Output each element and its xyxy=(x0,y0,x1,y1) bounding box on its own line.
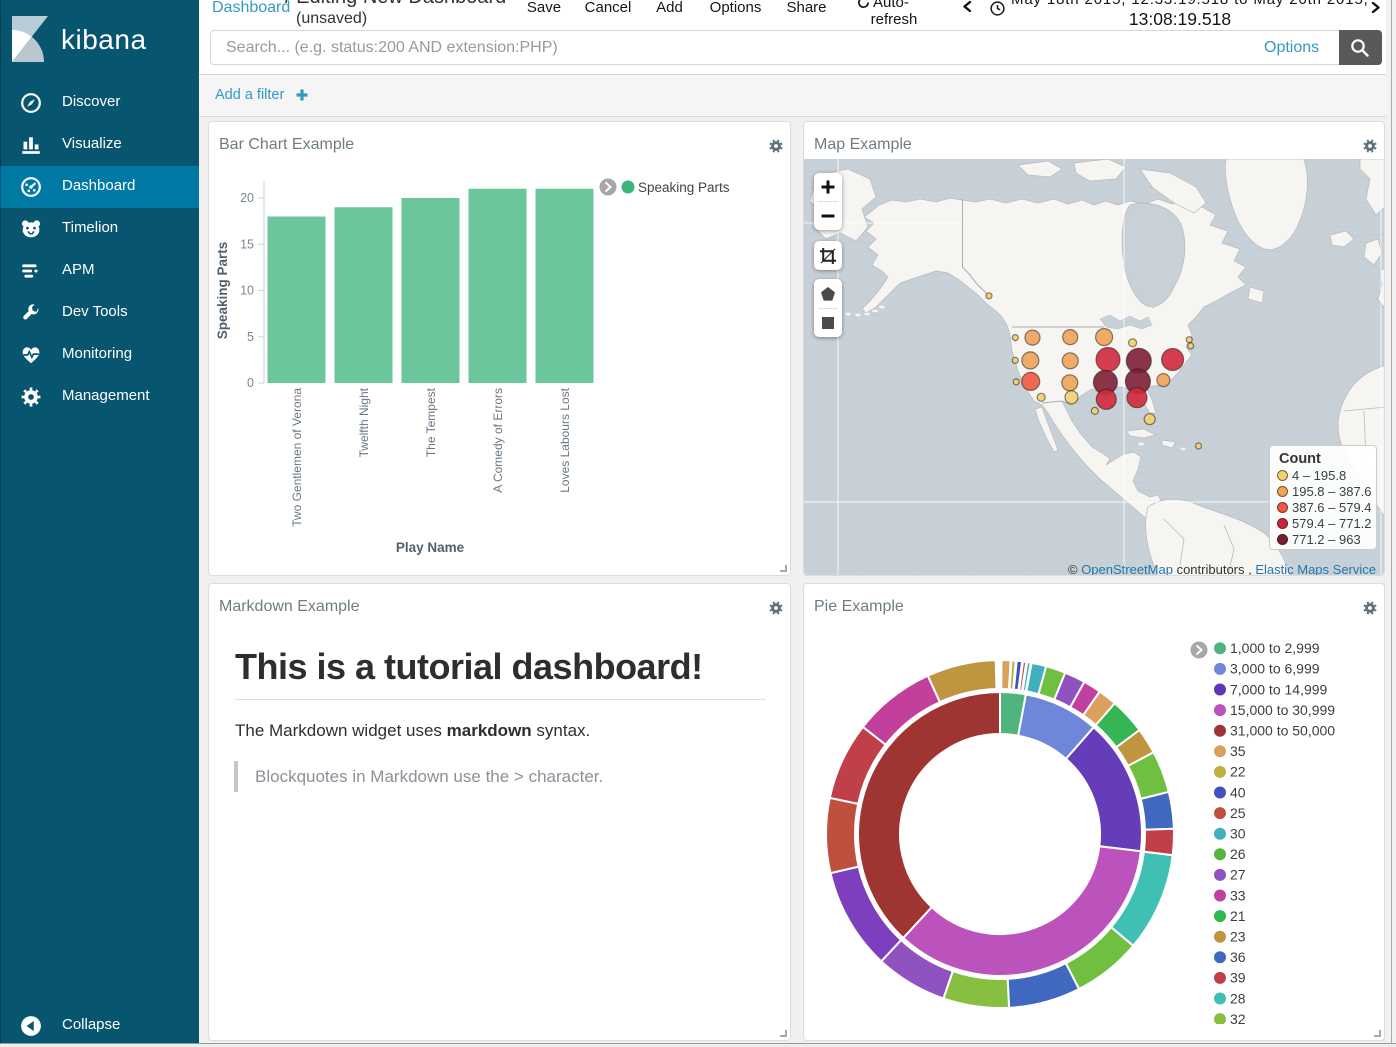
svg-text:Twelfth Night: Twelfth Night xyxy=(357,387,371,457)
svg-text:15,000 to 30,999: 15,000 to 30,999 xyxy=(1230,702,1335,718)
svg-text:32: 32 xyxy=(1230,1011,1246,1024)
svg-text:Loves Labours Lost: Loves Labours Lost xyxy=(558,387,572,492)
svg-text:1,000 to 2,999: 1,000 to 2,999 xyxy=(1230,640,1320,656)
svg-text:Play Name: Play Name xyxy=(396,540,465,555)
svg-text:39: 39 xyxy=(1230,970,1246,986)
svg-text:21: 21 xyxy=(1230,908,1246,924)
svg-text:A Comedy of Errors: A Comedy of Errors xyxy=(491,388,505,493)
svg-text:7,000 to 14,999: 7,000 to 14,999 xyxy=(1230,681,1328,697)
svg-text:40: 40 xyxy=(1230,784,1246,800)
svg-text:26: 26 xyxy=(1230,846,1246,862)
svg-text:10: 10 xyxy=(240,284,254,298)
svg-text:27: 27 xyxy=(1230,867,1246,883)
svg-text:28: 28 xyxy=(1230,990,1246,1006)
svg-text:25: 25 xyxy=(1230,805,1246,821)
svg-text:Two Gentlemen of Verona: Two Gentlemen of Verona xyxy=(290,388,304,527)
svg-text:23: 23 xyxy=(1230,929,1246,945)
svg-text:30: 30 xyxy=(1230,826,1246,842)
svg-text:Speaking Parts: Speaking Parts xyxy=(215,242,230,340)
svg-text:20: 20 xyxy=(240,191,254,205)
svg-text:35: 35 xyxy=(1230,743,1246,759)
svg-text:© OpenStreetMap contributors ,: © OpenStreetMap contributors , Elastic M… xyxy=(1068,562,1376,576)
svg-text:0: 0 xyxy=(247,376,254,390)
svg-text:33: 33 xyxy=(1230,887,1246,903)
svg-text:5: 5 xyxy=(247,330,254,344)
svg-text:31,000 to 50,000: 31,000 to 50,000 xyxy=(1230,723,1335,739)
svg-text:36: 36 xyxy=(1230,949,1246,965)
svg-text:Speaking Parts: Speaking Parts xyxy=(638,180,730,195)
svg-text:22: 22 xyxy=(1230,764,1246,780)
svg-text:15: 15 xyxy=(240,237,254,251)
svg-text:The Tempest: The Tempest xyxy=(424,387,438,457)
svg-text:3,000 to 6,999: 3,000 to 6,999 xyxy=(1230,661,1320,677)
